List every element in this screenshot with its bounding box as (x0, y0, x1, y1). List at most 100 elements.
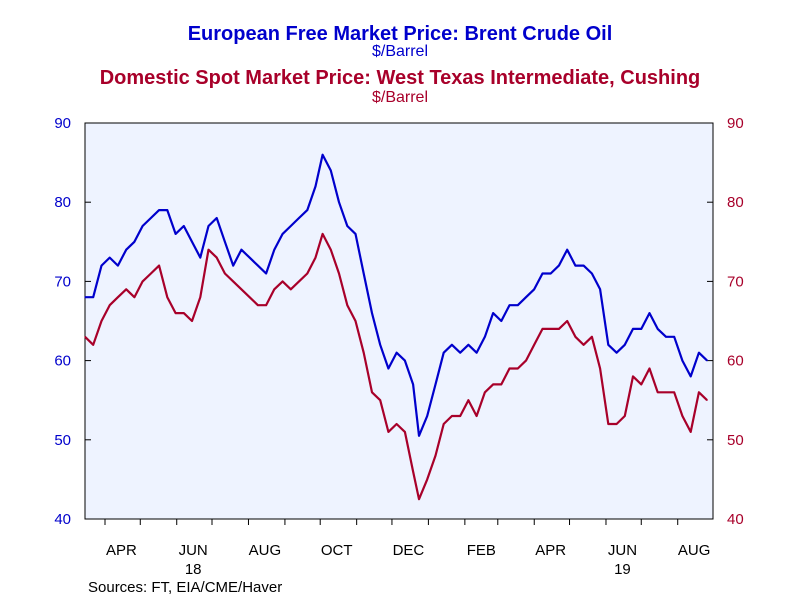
right-tick-label: 40 (727, 511, 744, 528)
brent-line-point (492, 312, 494, 314)
brent-line-point (484, 336, 486, 338)
wti-line-point (550, 328, 552, 330)
left-tick-label: 50 (54, 432, 71, 449)
brent-line-point (249, 257, 251, 259)
wti-line-point (257, 304, 259, 306)
units-main: $/Barrel (372, 43, 428, 60)
wti-line-point (290, 288, 292, 290)
x-tick-label: AUG (249, 542, 282, 559)
wti-line-point (125, 288, 127, 290)
wti-line-point (92, 344, 94, 346)
brent-line-point (459, 352, 461, 354)
brent-line-point (387, 367, 390, 370)
right-tick-label: 60 (727, 353, 744, 370)
wti-line-point (591, 336, 593, 338)
brent-line-point (396, 352, 398, 354)
wti-line-point (174, 312, 177, 314)
plot-area (84, 122, 714, 520)
x-tick-label: APR (106, 542, 137, 559)
wti-line-point (84, 336, 86, 338)
wti-line-point (492, 383, 494, 385)
wti-line-point (615, 423, 618, 425)
x-year-label: 19 (614, 561, 631, 578)
wti-line-point (314, 257, 317, 259)
brent-line-point (690, 375, 692, 378)
brent-line-point (142, 225, 144, 227)
wti-line-point (224, 272, 226, 275)
brent-line-point (240, 249, 243, 251)
brent-line-point (681, 360, 684, 362)
brent-line-point (607, 344, 609, 346)
wti-line-point (354, 320, 357, 322)
brent-line-point (117, 264, 119, 267)
brent-line-point (434, 383, 437, 385)
wti-line-point (599, 367, 601, 370)
brent-line-point (706, 360, 708, 362)
wti-line-point (158, 264, 160, 267)
wti-line-point (346, 304, 348, 306)
brent-line-point (632, 328, 634, 330)
brent-line-point (314, 185, 317, 187)
brent-line-point (426, 415, 428, 417)
wti-line-point (690, 431, 692, 433)
x-year-label: 18 (185, 561, 202, 578)
brent-line-point (657, 328, 659, 330)
brent-line-point (84, 296, 86, 298)
wti-line-point (249, 296, 251, 298)
wti-line-point (142, 280, 144, 282)
brent-line-point (698, 352, 700, 354)
x-tick-label: JUN (608, 542, 637, 559)
wti-line-point (451, 415, 453, 417)
brent-line-point (216, 217, 218, 219)
wti-line-point (396, 423, 398, 425)
x-tick-label: AUG (678, 542, 711, 559)
title-main: European Free Market Price: Brent Crude … (188, 23, 613, 45)
brent-line-point (321, 154, 324, 156)
brent-line-point (207, 225, 210, 227)
wti-line-point (100, 320, 103, 322)
left-tick-label: 40 (54, 511, 71, 528)
brent-line-point (273, 249, 275, 251)
brent-line-point (363, 272, 365, 275)
left-tick-label: 70 (54, 273, 71, 290)
brent-line-point (525, 296, 527, 298)
brent-line-point (624, 344, 626, 346)
right-tick-label: 70 (727, 273, 744, 290)
wti-line-point (583, 344, 585, 346)
brent-line-point (281, 233, 284, 235)
wti-line-point (434, 455, 437, 457)
brent-line-point (265, 272, 267, 275)
wti-line-point (379, 399, 381, 401)
brent-line-point (354, 233, 357, 235)
x-tick-label: JUN (179, 542, 208, 559)
brent-line-point (290, 225, 292, 227)
brent-line-point (574, 264, 577, 267)
brent-line-point (583, 264, 585, 267)
brent-line-point (174, 233, 177, 235)
wti-line-point (657, 391, 659, 393)
wti-line-point (265, 304, 267, 306)
wti-line-point (525, 360, 527, 362)
units-second: $/Barrel (372, 89, 428, 106)
title-second: Domestic Spot Market Price: West Texas I… (100, 67, 701, 89)
wti-line-point (232, 280, 234, 282)
brent-line-point (673, 336, 675, 338)
brent-line-point (109, 257, 111, 259)
wti-line-point (681, 415, 684, 417)
brent-line-point (166, 209, 168, 211)
wti-line-point (371, 391, 373, 393)
brent-line-point (158, 209, 160, 211)
left-tick-label: 90 (54, 115, 71, 132)
wti-line-point (166, 296, 168, 298)
wti-line-point (330, 249, 332, 251)
wti-line-point (517, 367, 519, 370)
brent-line-point (566, 249, 568, 251)
wti-line-point (467, 399, 469, 401)
brent-line-point (550, 272, 552, 275)
wti-line-point (150, 272, 152, 275)
brent-line-point (467, 344, 469, 346)
wti-line-point (648, 367, 651, 370)
brent-line-point (257, 264, 259, 267)
wti-line-point (426, 478, 428, 480)
